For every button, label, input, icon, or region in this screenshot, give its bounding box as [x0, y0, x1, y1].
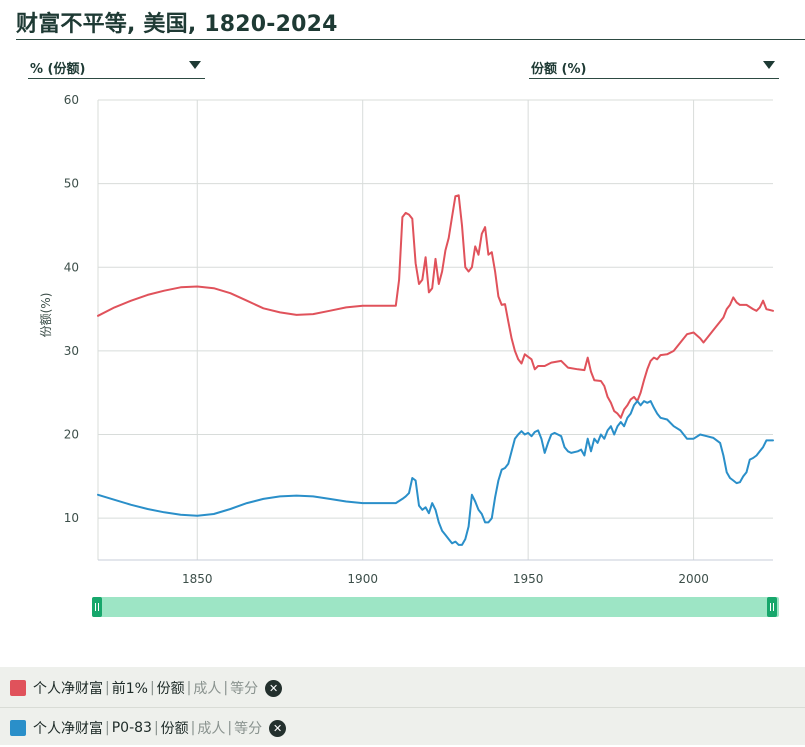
- unit-dropdown[interactable]: % (份额): [28, 54, 205, 79]
- legend-measure: 份额: [160, 721, 189, 737]
- legend-swatch-p0-83: [10, 720, 26, 736]
- legend-variable: 个人净财富: [33, 681, 103, 697]
- close-icon[interactable]: ✕: [265, 679, 283, 697]
- legend-population: 成人: [193, 681, 222, 697]
- title-divider: [16, 39, 805, 40]
- time-range-slider[interactable]: [92, 597, 779, 617]
- line-chart: 10 20 30 40 50 60 1850 1900 1950 2000 份额(%): [39, 93, 774, 586]
- x-tick-label: 1900: [347, 572, 378, 586]
- x-tick-label: 1950: [513, 572, 544, 586]
- legend-item-p0-83[interactable]: 个人净财富 | P0-83 | 份额 | 成人 | 等分 ✕: [0, 709, 805, 747]
- y-tick-label: 40: [64, 260, 79, 274]
- unit-dropdown-label: % (份额): [30, 62, 86, 77]
- page-title: 财富不平等, 美国, 1820-2024: [16, 12, 338, 37]
- legend-split: 等分: [234, 721, 263, 737]
- chevron-down-icon: [189, 61, 201, 69]
- legend-panel: [0, 667, 805, 745]
- x-tick-label: 1850: [182, 572, 213, 586]
- chart-ticks: 10 20 30 40 50 60 1850 1900 1950 2000: [64, 93, 709, 586]
- series-line-p0-83: [97, 400, 774, 546]
- legend-variable: 个人净财富: [33, 721, 103, 737]
- indicator-dropdown-label: 份额 (%): [531, 62, 587, 77]
- slider-start-handle[interactable]: [92, 597, 102, 617]
- legend-measure: 份额: [156, 681, 185, 697]
- legend-split: 等分: [230, 681, 259, 697]
- y-tick-label: 30: [64, 344, 79, 358]
- chart-grid: [97, 99, 773, 561]
- chart-series: [97, 194, 774, 546]
- series-line-top1: [97, 194, 774, 419]
- chevron-down-icon: [763, 61, 775, 69]
- legend-swatch-top1: [10, 680, 26, 696]
- close-icon[interactable]: ✕: [269, 719, 287, 737]
- y-tick-label: 20: [64, 428, 79, 442]
- x-tick-label: 2000: [678, 572, 709, 586]
- indicator-dropdown[interactable]: 份额 (%): [529, 54, 779, 79]
- legend-population: 成人: [197, 721, 226, 737]
- slider-end-handle[interactable]: [767, 597, 777, 617]
- legend-percentile: 前1%: [111, 681, 148, 697]
- legend-item-top1[interactable]: 个人净财富 | 前1% | 份额 | 成人 | 等分 ✕: [0, 669, 805, 708]
- legend-percentile: P0-83: [111, 720, 152, 736]
- y-tick-label: 60: [64, 93, 79, 107]
- y-tick-label: 10: [64, 511, 79, 525]
- y-tick-label: 50: [64, 177, 79, 191]
- y-axis-label: 份额(%): [39, 293, 53, 338]
